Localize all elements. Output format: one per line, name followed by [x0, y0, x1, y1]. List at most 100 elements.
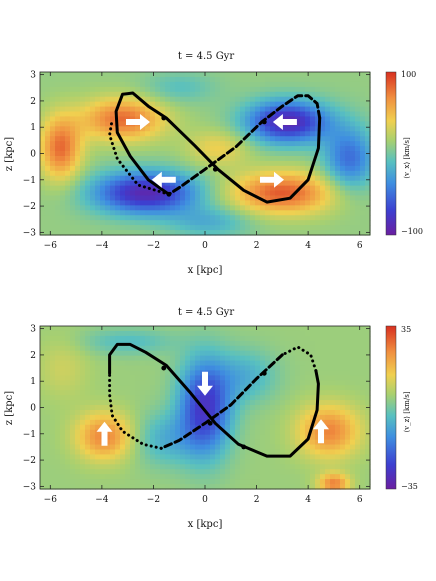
heatmap-cell: [150, 210, 156, 216]
heatmap-cell: [110, 131, 116, 137]
heatmap-cell: [135, 355, 141, 362]
heatmap-cell: [340, 390, 346, 396]
heatmap-cell: [145, 464, 151, 470]
heatmap-cell: [350, 131, 356, 137]
heatmap-cell: [165, 170, 171, 177]
heatmap-cell: [215, 151, 221, 157]
heatmap-cell: [225, 200, 231, 206]
heatmap-cell: [350, 86, 356, 93]
heatmap-cell: [255, 155, 261, 162]
heatmap-cell: [310, 345, 316, 352]
heatmap-cell: [285, 141, 291, 147]
heatmap-cell: [330, 86, 336, 93]
heatmap-cell: [355, 444, 361, 451]
heatmap-cell: [305, 370, 311, 376]
heatmap-cell: [110, 400, 116, 406]
heatmap-cell: [275, 484, 281, 490]
heatmap-cell: [295, 385, 301, 391]
heatmap-cell: [210, 126, 216, 132]
heatmap-cell: [300, 365, 306, 372]
heatmap-cell: [125, 180, 131, 187]
heatmap-cell: [260, 86, 266, 93]
heatmap-cell: [115, 91, 121, 98]
heatmap-cell: [170, 424, 176, 431]
heatmap-cell: [200, 335, 206, 342]
heatmap-cell: [230, 464, 236, 470]
heatmap-cell: [270, 484, 276, 490]
heatmap-cell: [260, 141, 266, 147]
heatmap-cell: [265, 449, 271, 456]
heatmap-cell: [70, 121, 76, 127]
heatmap-cell: [280, 210, 286, 216]
heatmap-cell: [65, 185, 71, 192]
heatmap-cell: [320, 200, 326, 206]
heatmap-cell: [190, 454, 196, 460]
heatmap-cell: [145, 370, 151, 376]
heatmap-cell: [170, 340, 176, 347]
heatmap-cell: [280, 146, 286, 152]
heatmap-cell: [170, 230, 176, 236]
heatmap-cell: [120, 146, 126, 152]
heatmap-cell: [90, 205, 96, 211]
heatmap-cell: [70, 380, 76, 386]
heatmap-cell: [255, 464, 261, 470]
heatmap-cell: [140, 106, 146, 113]
heatmap-cell: [215, 449, 221, 456]
heatmap-cell: [170, 479, 176, 485]
heatmap-cell: [335, 464, 341, 470]
heatmap-cell: [335, 146, 341, 152]
heatmap-cell: [165, 340, 171, 347]
heatmap-cell: [85, 424, 91, 431]
heatmap-cell: [120, 225, 126, 231]
heatmap-cell: [90, 210, 96, 216]
heatmap-cell: [195, 340, 201, 347]
heatmap-cell: [360, 429, 366, 436]
heatmap-cell: [90, 81, 96, 88]
x-tick-label: −2: [147, 241, 160, 251]
heatmap-cell: [40, 330, 46, 337]
heatmap-cell: [360, 405, 366, 411]
heatmap-cell: [260, 131, 266, 137]
heatmap-cell: [105, 126, 111, 132]
heatmap-cell: [265, 395, 271, 401]
heatmap-cell: [125, 434, 131, 441]
heatmap-cell: [265, 195, 271, 202]
heatmap-cell: [215, 370, 221, 376]
heatmap-cell: [315, 419, 321, 426]
heatmap-cell: [150, 111, 156, 118]
heatmap-cell: [115, 160, 121, 167]
heatmap-cell: [70, 126, 76, 132]
heatmap-cell: [55, 175, 61, 182]
heatmap-cell: [110, 414, 116, 421]
heatmap-cell: [110, 220, 116, 226]
heatmap-cell: [100, 131, 106, 137]
heatmap-cell: [125, 126, 131, 132]
heatmap-cell: [190, 390, 196, 396]
heatmap-cell: [360, 335, 366, 342]
heatmap-cell: [105, 111, 111, 118]
heatmap-cell: [320, 146, 326, 152]
heatmap-cell: [365, 464, 371, 470]
heatmap-cell: [285, 375, 291, 381]
heatmap-cell: [225, 464, 231, 470]
x-axis-ticks: −6 −4 −2 0 2 4 6: [44, 72, 363, 251]
heatmap-cell: [305, 131, 311, 137]
heatmap-cell: [270, 200, 276, 206]
heatmap-cell: [110, 385, 116, 391]
heatmap-cell: [295, 175, 301, 182]
heatmap-cell: [200, 165, 206, 172]
heatmap-cell: [310, 370, 316, 376]
heatmap-cell: [85, 190, 91, 197]
heatmap-cell: [225, 146, 231, 152]
heatmap-cell: [160, 165, 166, 172]
heatmap-cell: [105, 81, 111, 88]
heatmap-cell: [225, 360, 231, 367]
heatmap-cell: [270, 116, 276, 122]
heatmap-cell: [350, 190, 356, 197]
heatmap-cell: [60, 370, 66, 376]
heatmap-cell: [190, 230, 196, 236]
heatmap-cell: [125, 449, 131, 456]
heatmap-cell: [245, 439, 251, 446]
heatmap-cell: [295, 434, 301, 441]
heatmap-cell: [315, 340, 321, 347]
